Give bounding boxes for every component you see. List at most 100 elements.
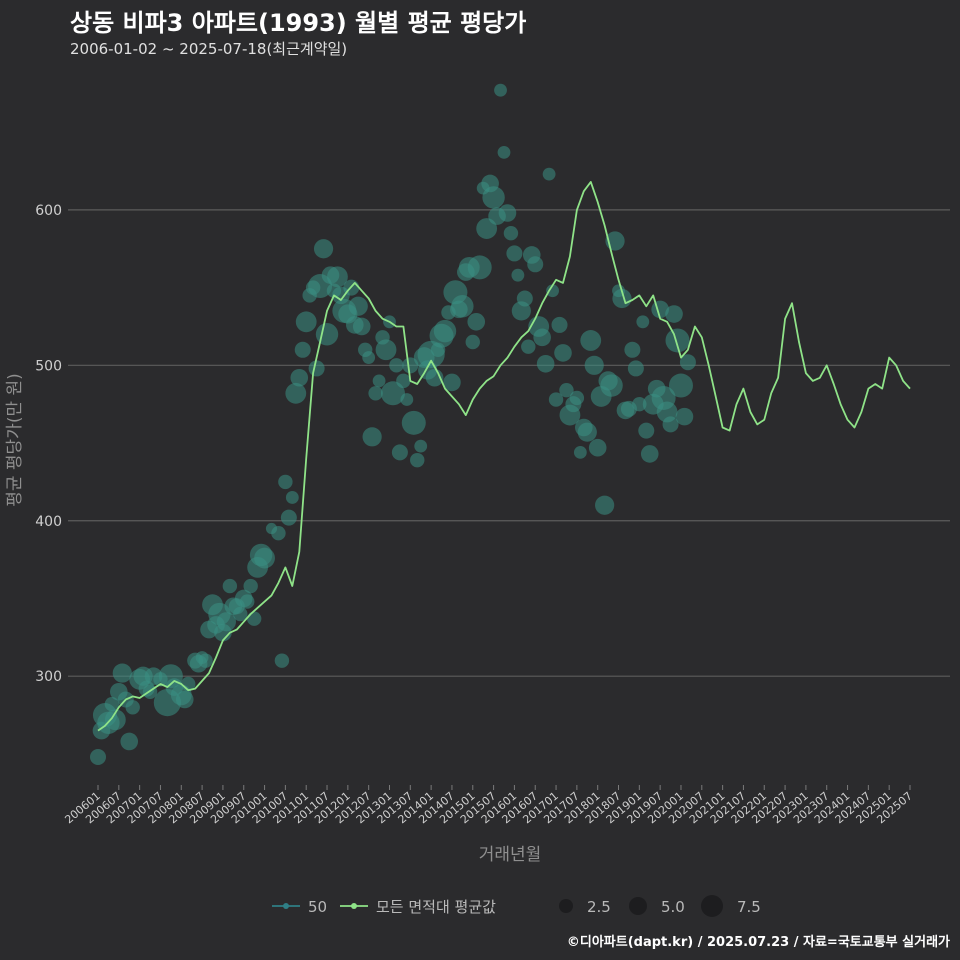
bubble-point xyxy=(497,145,511,159)
bubble-point xyxy=(400,393,414,406)
bubble-point xyxy=(380,381,405,406)
bubble-point xyxy=(125,700,140,715)
bubble-point xyxy=(536,354,555,373)
bubble-point xyxy=(243,578,258,594)
bubble-point xyxy=(372,374,386,388)
bubble-point xyxy=(271,525,286,541)
bubble-point xyxy=(396,373,411,389)
bubble-point xyxy=(222,578,238,594)
y-tick-500: 500 xyxy=(35,358,62,374)
bubble-point xyxy=(506,245,523,262)
y-tick-labels: 300 400 500 600 xyxy=(35,203,62,685)
bubble-point xyxy=(542,167,556,181)
bubble-point xyxy=(675,407,694,426)
bubble-point xyxy=(521,339,536,354)
bubble-point xyxy=(584,355,604,375)
bubble-point xyxy=(233,606,248,622)
bubble-point xyxy=(410,452,425,468)
bubble-point xyxy=(352,317,371,336)
bubble-point xyxy=(482,186,505,209)
bubble-point xyxy=(368,386,383,401)
bubble-point xyxy=(362,351,376,364)
bubble-point xyxy=(573,445,587,459)
gridlines xyxy=(68,209,950,677)
bubble-point xyxy=(391,444,408,461)
bubble-point xyxy=(313,239,334,259)
bubble-point xyxy=(632,396,647,412)
bubble-point xyxy=(327,266,348,288)
legend: 50 모든 면적대 평균값 2.5 5.0 7.5 xyxy=(272,895,761,917)
line-series xyxy=(97,181,911,732)
bubble-point xyxy=(600,374,623,397)
bubble-point xyxy=(278,474,293,490)
bubble-point xyxy=(577,422,597,442)
bubble-point xyxy=(627,360,644,377)
legend-key-50-dot xyxy=(283,903,289,909)
bubble-point xyxy=(90,749,106,766)
bubble-point xyxy=(389,358,404,373)
bubble-point xyxy=(120,732,139,751)
bubble-point xyxy=(175,690,194,709)
average-price-line xyxy=(97,181,911,732)
bubble-point xyxy=(362,427,382,447)
bubble-point xyxy=(503,226,519,241)
bubble-point xyxy=(375,339,397,361)
bubble-point xyxy=(467,313,486,331)
legend-label-average: 모든 면적대 평균값 xyxy=(376,898,496,916)
bubble-point xyxy=(640,445,659,463)
bubble-point xyxy=(467,255,492,280)
bubble-point xyxy=(198,653,213,668)
bubble-point xyxy=(112,663,132,683)
bubble-point xyxy=(104,709,126,731)
bubble-point xyxy=(554,344,572,362)
bubble-point xyxy=(559,382,574,398)
size-legend-circle-7.5 xyxy=(701,895,723,917)
bubble-point xyxy=(216,612,236,632)
bubble-point xyxy=(668,373,693,398)
bubble-point xyxy=(290,368,309,387)
y-axis-title: 평균 평당가(만 원) xyxy=(5,373,25,507)
y-tick-400: 400 xyxy=(35,514,62,530)
legend-label-50: 50 xyxy=(308,898,327,916)
bubble-point xyxy=(569,390,585,406)
bubble-point xyxy=(240,594,255,609)
bubble-point xyxy=(294,341,311,358)
bubble-point xyxy=(595,495,615,515)
bubble-point xyxy=(443,373,461,392)
bubble-point xyxy=(494,83,507,97)
bubble-point xyxy=(280,509,297,526)
bubble-point xyxy=(308,360,325,377)
bubble-point xyxy=(551,316,568,333)
bubble-point xyxy=(246,611,262,626)
bubble-point xyxy=(516,290,533,307)
bubble-point xyxy=(665,305,683,323)
chart-title: 상동 비파3 아파트(1993) 월별 평균 평당가 xyxy=(70,9,527,37)
bubble-point xyxy=(546,284,559,298)
bubble-point xyxy=(414,439,428,453)
x-tick-labels: 2006012006072007012007072008012008072009… xyxy=(62,785,915,826)
legend-key-average-dot xyxy=(351,903,357,909)
size-legend-label-7.5: 7.5 xyxy=(737,898,761,916)
y-tick-600: 600 xyxy=(35,203,62,219)
bubble-point xyxy=(665,328,690,353)
bubble-point xyxy=(402,357,419,374)
bubble-point xyxy=(636,315,650,329)
size-legend-circle-2.5 xyxy=(559,899,573,913)
bubble-point xyxy=(104,696,120,712)
bubble-point xyxy=(498,204,517,222)
bubble-point xyxy=(401,410,426,435)
bubble-point xyxy=(348,296,368,316)
bubble-point xyxy=(548,392,564,407)
bubble-point xyxy=(285,491,299,504)
size-legend-label-2.5: 2.5 xyxy=(587,898,611,916)
size-legend-label-5.0: 5.0 xyxy=(661,898,685,916)
bubble-point xyxy=(533,328,551,347)
bubble-point xyxy=(285,382,307,404)
size-legend-circle-5.0 xyxy=(629,897,647,915)
source-caption: ©디아파트(dapt.kr) / 2025.07.23 / 자료=국토교통부 실… xyxy=(566,935,950,950)
bubble-point xyxy=(679,354,696,371)
bubble-point xyxy=(624,341,641,358)
bubble-point xyxy=(511,268,525,282)
bubble-point xyxy=(295,311,317,333)
bubble-point xyxy=(451,295,474,318)
